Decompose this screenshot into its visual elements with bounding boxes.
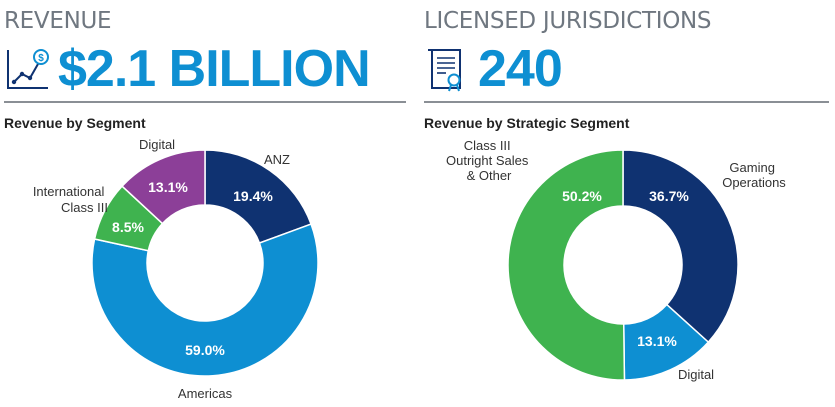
category-label-americas: Americas [178,386,233,401]
slice-value-digital: 13.1% [148,179,188,195]
category-label-class-iii-line3: & Other [467,168,512,183]
category-label-class-iii: Class III Outright Sales & Other [446,138,532,183]
chart-title-segment: Revenue by Segment [4,115,146,131]
kpi-value-jurisdictions: 240 [478,40,563,98]
category-label-gaming-operations: Gaming Operations [722,160,786,190]
category-label-digital-strategic: Digital [678,367,714,382]
growth-chart-dollar-icon: $ [7,49,49,89]
slice-value-anz: 19.4% [233,188,273,204]
slice-value-digital-strategic: 13.1% [637,333,677,349]
slice-value-international: 8.5% [112,219,144,235]
strategic-segment-donut-chart: 36.7% 13.1% 50.2% Gaming Operations Digi… [446,138,786,382]
slice-value-class-iii: 50.2% [562,188,602,204]
strategic-slice-0 [622,149,739,344]
category-label-anz: ANZ [264,152,290,167]
category-label-gaming-line2: Operations [722,175,786,190]
section-divider [4,101,406,103]
section-divider [424,101,829,103]
strategic-slice-2 [507,149,626,381]
category-label-class-iii-line1: Class III [464,138,511,153]
license-document-icon [428,49,461,92]
category-label-international-line2: Class III [61,200,108,215]
segment-donut-chart: 19.4% 59.0% 8.5% 13.1% ANZ Americas Inte… [33,137,319,401]
slice-value-gaming-operations: 36.7% [649,188,689,204]
kpi-label-revenue: REVENUE [4,8,112,34]
chart-title-strategic-segment: Revenue by Strategic Segment [424,115,630,131]
slice-value-americas: 59.0% [185,342,225,358]
category-label-gaming-line1: Gaming [729,160,775,175]
segment-slice-1 [91,223,319,377]
kpi-label-jurisdictions: LICENSED JURISDICTIONS [424,8,712,34]
category-label-digital: Digital [139,137,175,152]
category-label-international-line1: International [33,184,105,199]
revenue-panel: REVENUE $ $2.1 BILLION Revenue by Segmen… [0,0,412,407]
segment-slice-3 [121,149,206,225]
svg-text:$: $ [38,53,44,64]
category-label-international: International Class III [33,184,108,215]
jurisdictions-panel: LICENSED JURISDICTIONS 240 Revenue by St… [420,0,835,407]
kpi-value-revenue: $2.1 BILLION [58,40,371,98]
category-label-class-iii-line2: Outright Sales [446,153,529,168]
